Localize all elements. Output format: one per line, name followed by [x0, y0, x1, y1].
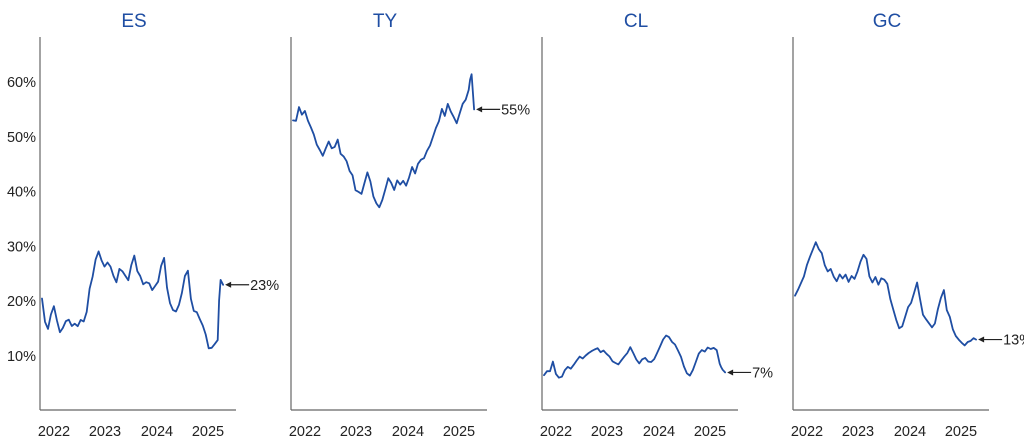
- chart-title: ES: [121, 11, 146, 32]
- end-value-label: 7%: [752, 365, 773, 381]
- series-line-ty: [292, 73, 475, 209]
- chart-panel-gc: GC 2022 2023 2024 2025 13%: [791, 11, 1024, 440]
- x-tick-label: 2022: [791, 424, 823, 440]
- x-tick-label: 2022: [289, 424, 321, 440]
- x-tick-label: 2025: [945, 424, 977, 440]
- series-line-gc: [794, 241, 977, 347]
- end-value-label: 55%: [501, 102, 530, 118]
- chart-title: CL: [624, 11, 648, 32]
- end-arrow-head: [727, 369, 734, 376]
- x-tick-label: 2023: [842, 424, 874, 440]
- end-arrow-head: [978, 336, 985, 343]
- x-tick-label: 2022: [38, 424, 70, 440]
- series-line-es: [41, 250, 224, 350]
- x-tick-label: 2022: [540, 424, 572, 440]
- x-tick-label: 2025: [192, 424, 224, 440]
- x-tick-label: 2023: [89, 424, 121, 440]
- chart-title: GC: [873, 11, 902, 32]
- chart-title: TY: [373, 11, 398, 32]
- end-arrow-head: [476, 106, 483, 113]
- x-tick-label: 2024: [894, 424, 926, 440]
- x-tick-label: 2024: [392, 424, 424, 440]
- chart-panel-ty: TY 2022 2023 2024 2025 55%: [289, 11, 530, 440]
- x-tick-label: 2025: [443, 424, 475, 440]
- end-value-label: 23%: [250, 278, 279, 294]
- chart-panel-es: ES 10% 20% 30% 40% 50% 60% 2022 2023 2024 2025 23%: [7, 11, 279, 440]
- y-tick-label: 20%: [7, 294, 36, 310]
- y-tick-label: 10%: [7, 349, 36, 365]
- x-tick-label: 2023: [591, 424, 623, 440]
- y-tick-label: 30%: [7, 239, 36, 255]
- y-tick-label: 40%: [7, 185, 36, 201]
- end-arrow-head: [225, 281, 232, 288]
- x-tick-label: 2025: [694, 424, 726, 440]
- x-tick-label: 2024: [643, 424, 675, 440]
- x-tick-label: 2023: [340, 424, 372, 440]
- x-tick-label: 2024: [141, 424, 173, 440]
- series-line-cl: [543, 334, 726, 379]
- y-tick-label: 50%: [7, 130, 36, 146]
- chart-panel-cl: CL 2022 2023 2024 2025 7%: [540, 11, 773, 440]
- end-value-label: 13%: [1003, 333, 1024, 349]
- y-tick-label: 60%: [7, 75, 36, 91]
